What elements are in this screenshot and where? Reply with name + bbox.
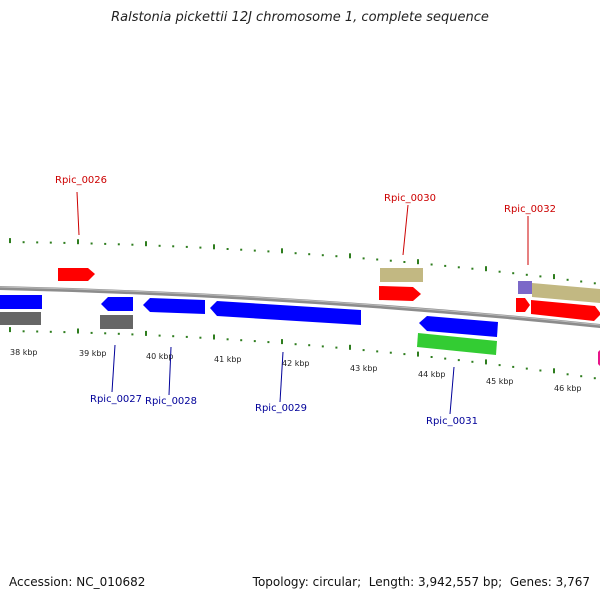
scale-label-46: 46 kbp: [554, 384, 582, 393]
gene-rpic-0030[interactable]: [379, 286, 421, 301]
scale-label-45: 45 kbp: [486, 377, 514, 386]
scale-label-39: 39 kbp: [79, 349, 107, 358]
feature-tan-right[interactable]: [532, 283, 600, 303]
scale-label-40: 40 kbp: [146, 352, 174, 361]
gene-rpic-0029[interactable]: [210, 301, 361, 325]
forward-strand-features: [58, 268, 600, 366]
backbone-highlight: [0, 286, 600, 326]
length-label: Length:: [368, 575, 415, 589]
label-leaders: [76, 191, 529, 415]
topology-label: Topology:: [252, 575, 309, 589]
feature-gray-rpic-0027[interactable]: [100, 315, 133, 329]
label-rpic-0032[interactable]: Rpic_0032: [504, 204, 556, 215]
gene-rpic-0032[interactable]: [531, 300, 600, 321]
inner-tick-row: [9, 327, 596, 380]
gene-rpic-0027[interactable]: [101, 297, 133, 311]
chromosome-backbone: [0, 286, 600, 328]
feature-gray-left[interactable]: [0, 312, 41, 325]
topology-value: circular: [312, 575, 358, 589]
gene-rpic-0031[interactable]: [419, 316, 498, 337]
scale-label-44: 44 kbp: [418, 370, 446, 379]
outer-tick-row: [9, 238, 596, 285]
genes-label: Genes:: [509, 575, 552, 589]
accession-label: Accession:: [9, 575, 73, 589]
gene-blue-left[interactable]: [0, 295, 42, 309]
feature-green-rpic-0031[interactable]: [417, 333, 497, 355]
gene-rpic-0026[interactable]: [58, 268, 95, 281]
leader-rpic-0027: [111, 344, 116, 393]
gene-red-small[interactable]: [516, 298, 530, 312]
scale-label-41: 41 kbp: [214, 355, 242, 364]
scale-label-38: 38 kbp: [10, 348, 38, 357]
scale-label-42: 42 kbp: [282, 359, 310, 368]
leader-rpic-0026: [76, 191, 80, 236]
label-rpic-0029[interactable]: Rpic_0029: [255, 403, 307, 414]
label-rpic-0028[interactable]: Rpic_0028: [145, 396, 197, 407]
genes-value: 3,767: [555, 575, 590, 589]
reverse-strand-features: [0, 295, 498, 355]
feature-tan-rpic-0030[interactable]: [380, 268, 423, 282]
summary-footer: Topology: circular; Length: 3,942,557 bp…: [252, 575, 590, 589]
scale-labels: 38 kbp 39 kbp 40 kbp 41 kbp 42 kbp 43 kb…: [10, 348, 582, 393]
feature-purple[interactable]: [518, 281, 532, 294]
map-title: Ralstonia pickettii 12J chromosome 1, co…: [111, 10, 489, 25]
label-rpic-0030[interactable]: Rpic_0030: [384, 193, 436, 204]
accession-footer: Accession: NC_010682: [9, 575, 145, 589]
leader-rpic-0031: [449, 366, 455, 415]
label-rpic-0026[interactable]: Rpic_0026: [55, 175, 107, 186]
leader-rpic-0028: [168, 346, 172, 396]
scale-label-43: 43 kbp: [350, 364, 378, 373]
label-rpic-0027[interactable]: Rpic_0027: [90, 394, 142, 405]
leader-rpic-0029: [279, 351, 284, 403]
gene-rpic-0028[interactable]: [143, 298, 205, 314]
leader-rpic-0030: [402, 204, 409, 256]
gene-labels: Rpic_0026 Rpic_0027 Rpic_0028 Rpic_0029 …: [55, 175, 556, 427]
accession-value: NC_010682: [76, 575, 146, 589]
label-rpic-0031[interactable]: Rpic_0031: [426, 416, 478, 427]
length-value: 3,942,557 bp: [418, 575, 499, 589]
